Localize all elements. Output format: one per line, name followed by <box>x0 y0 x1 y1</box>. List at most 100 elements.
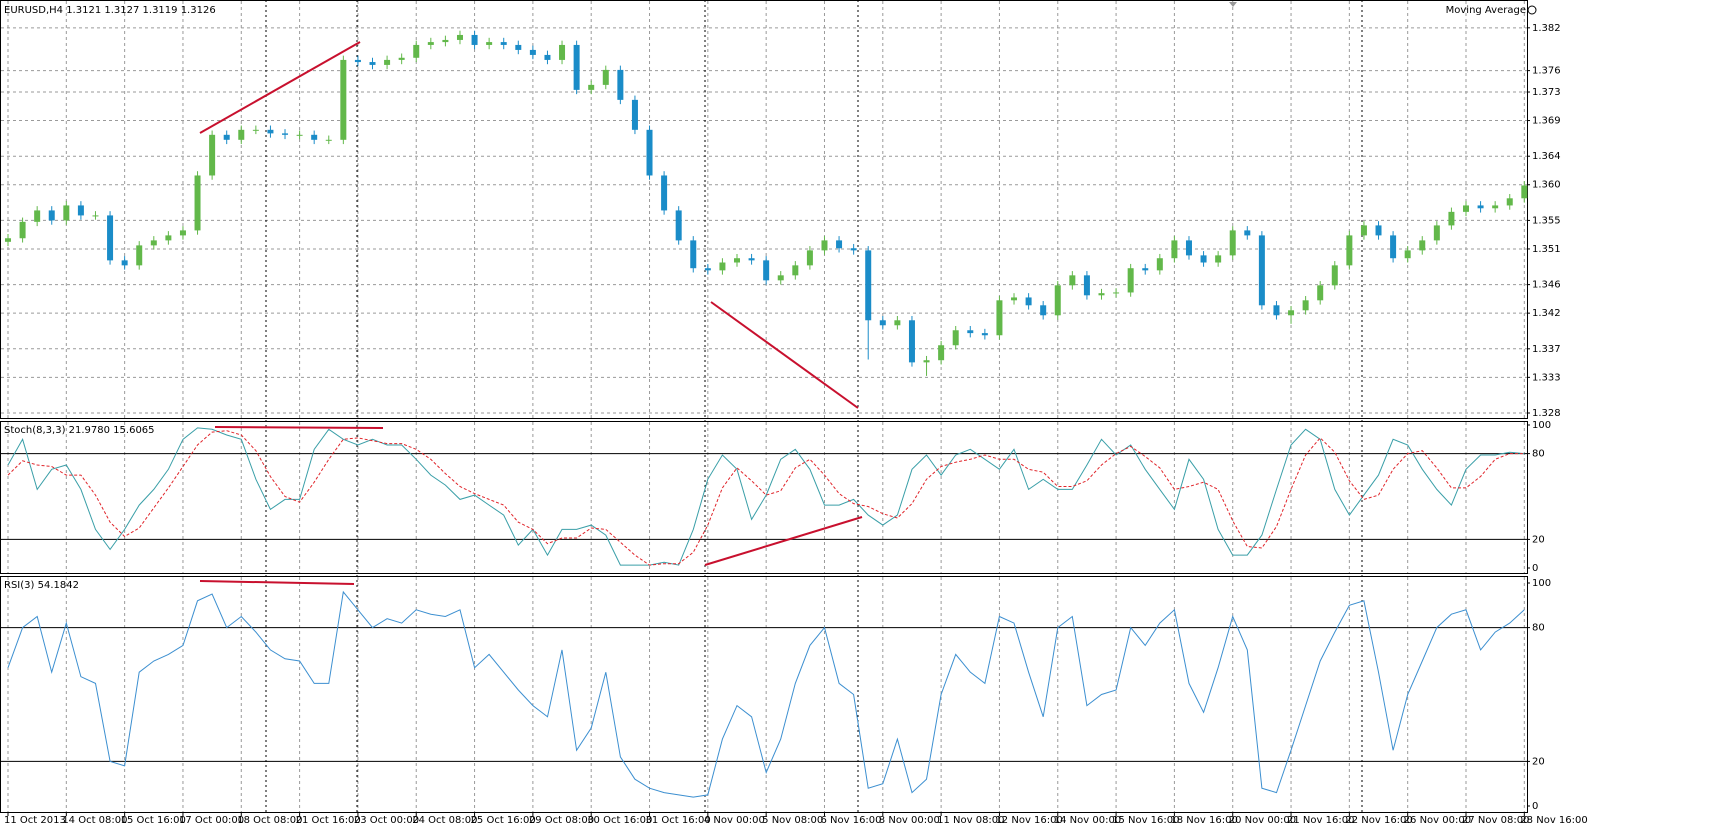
candle-body <box>1302 300 1309 311</box>
candle-body <box>588 84 595 90</box>
candle-body <box>1419 240 1426 251</box>
candle-body <box>413 44 420 58</box>
candle-body <box>850 248 857 251</box>
y-tick-label: 1.351 <box>1532 244 1561 255</box>
candle-body <box>136 245 143 266</box>
trend-line <box>704 516 863 566</box>
candle-body <box>865 250 872 321</box>
candle-body <box>282 133 289 135</box>
candle-body <box>996 300 1003 336</box>
y-tick-label: 1.355 <box>1532 215 1561 226</box>
x-tick-label: 21 Oct 16:00 <box>296 815 361 826</box>
candle-body <box>296 134 303 136</box>
x-tick-label: 14 Oct 08:00 <box>62 815 127 826</box>
candle-body <box>48 210 55 221</box>
y-tick-label: 1.342 <box>1532 308 1561 319</box>
candle-body <box>690 240 697 269</box>
y-tick-label: 100 <box>1532 578 1551 589</box>
candle-body <box>559 44 566 60</box>
trend-line <box>199 41 361 134</box>
candle-body <box>1273 305 1280 316</box>
candle-body <box>194 175 201 231</box>
candle-body <box>967 330 974 334</box>
x-tick-label: 24 Oct 08:00 <box>412 815 477 826</box>
x-tick-label: 4 Nov 00:00 <box>704 815 765 826</box>
candle-body <box>427 42 434 45</box>
candle-body <box>1215 255 1222 263</box>
price-panel <box>0 0 1528 419</box>
y-tick-label: 0 <box>1532 801 1538 812</box>
candle-body <box>1317 285 1324 301</box>
y-tick-label: 100 <box>1532 420 1551 431</box>
candle-body <box>1463 205 1469 212</box>
candle-body <box>617 69 624 100</box>
candle-body <box>1404 250 1411 259</box>
panels <box>0 0 1528 813</box>
indicator-icon[interactable] <box>1527 5 1537 15</box>
x-tick-label: 29 Oct 08:00 <box>529 815 594 826</box>
candle-body <box>806 250 813 266</box>
candle-body <box>1521 185 1528 199</box>
y-tick-label: 20 <box>1532 756 1545 767</box>
x-tick-label: 27 Nov 08:00 <box>1462 815 1529 826</box>
x-tick-label: 20 Nov 00:00 <box>1229 815 1296 826</box>
candle-body <box>631 99 638 130</box>
candle-body <box>821 240 828 251</box>
candle-body <box>311 134 318 140</box>
candle-body <box>1113 292 1120 294</box>
candle-body <box>923 360 930 363</box>
x-tick-label: 22 Nov 16:00 <box>1345 815 1412 826</box>
y-tick-label: 1.337 <box>1532 344 1561 355</box>
y-tick-label: 80 <box>1532 449 1545 460</box>
candle-body <box>238 129 245 140</box>
candle-body <box>1506 198 1513 206</box>
candle-body <box>1025 297 1032 306</box>
candle-body <box>267 129 274 134</box>
candle-body <box>1127 268 1134 293</box>
candle-body <box>792 265 799 276</box>
candle-body <box>92 215 99 217</box>
y-tick-label: 1.333 <box>1532 372 1561 383</box>
candle-body <box>5 238 11 242</box>
candle-body <box>1258 235 1265 306</box>
shift-marker <box>1229 2 1237 7</box>
indicator-label[interactable]: Moving Average <box>1446 5 1526 16</box>
candle-body <box>1288 310 1295 316</box>
candle-body <box>384 59 391 65</box>
candle-body <box>777 275 784 281</box>
x-tick-label: 11 Oct 2013 <box>4 815 66 826</box>
indicator-line <box>7 430 1525 566</box>
candle-body <box>354 59 361 63</box>
trend-line <box>710 301 859 409</box>
stoch-title: Stoch(8,3,3) 21.9780 15.6065 <box>4 425 155 436</box>
candle-body <box>165 235 172 241</box>
candle-body <box>719 262 726 271</box>
y-tick-label: 1.382 <box>1532 23 1561 34</box>
candle-body <box>1492 205 1499 209</box>
x-tick-label: 15 Nov 16:00 <box>1112 815 1179 826</box>
candle-body <box>981 333 988 336</box>
x-tick-label: 6 Nov 16:00 <box>820 815 881 826</box>
stoch-panel <box>0 421 1528 574</box>
indicator-line <box>7 427 1525 566</box>
candle-body <box>675 210 682 241</box>
candle-body <box>1083 275 1090 296</box>
candle-body <box>836 240 843 249</box>
candle-body <box>209 134 216 176</box>
candle-body <box>1185 240 1192 256</box>
candle-body <box>1390 235 1397 259</box>
candle-body <box>398 57 405 60</box>
candle-body <box>150 240 157 246</box>
candle-body <box>77 205 84 216</box>
candle-body <box>1346 235 1353 266</box>
x-tick-label: 31 Oct 16:00 <box>646 815 711 826</box>
candle-body <box>1200 255 1207 263</box>
x-tick-label: 23 Oct 00:00 <box>354 815 419 826</box>
candle-body <box>1244 230 1251 236</box>
y-tick-label: 1.373 <box>1532 87 1561 98</box>
candle-body <box>369 62 376 65</box>
candle-body <box>1069 275 1076 286</box>
y-tick-label: 1.360 <box>1532 180 1561 191</box>
